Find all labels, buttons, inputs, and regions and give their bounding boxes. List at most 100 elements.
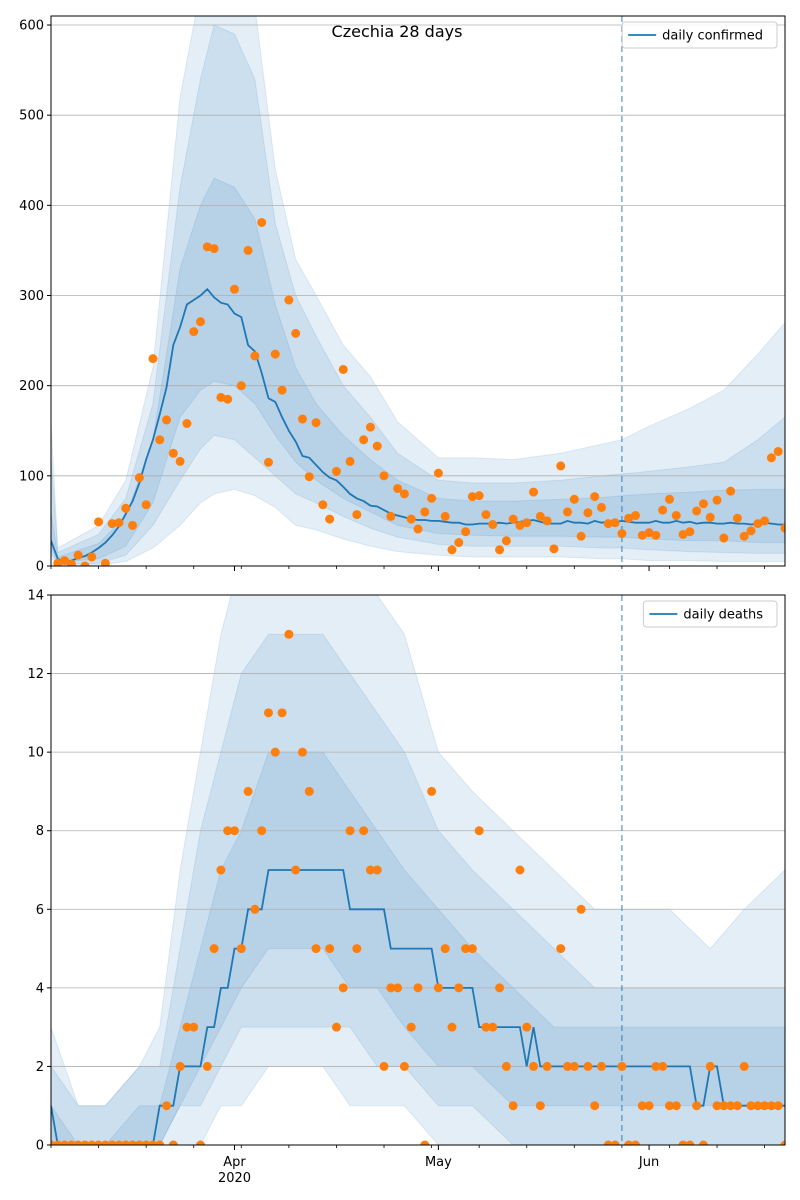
uncertainty-band xyxy=(51,633,785,1145)
data-point xyxy=(651,1061,661,1071)
data-point xyxy=(603,1140,613,1145)
data-point xyxy=(345,826,355,836)
data-point xyxy=(359,826,369,836)
data-point xyxy=(60,556,70,566)
data-point xyxy=(202,1061,212,1071)
data-point xyxy=(658,1061,668,1071)
data-point xyxy=(182,1022,192,1032)
data-point xyxy=(121,1140,131,1145)
y-tick-label: 6 xyxy=(36,903,44,918)
data-point xyxy=(719,1101,729,1111)
data-point xyxy=(583,1061,593,1071)
data-point xyxy=(263,708,273,718)
data-point xyxy=(243,245,253,255)
data-point xyxy=(263,457,273,467)
data-point xyxy=(420,1140,430,1145)
data-point xyxy=(692,1101,702,1111)
data-point xyxy=(121,503,131,513)
data-point xyxy=(454,538,464,548)
y-tick-label: 400 xyxy=(19,199,44,214)
legend-box xyxy=(642,600,778,628)
data-point xyxy=(563,507,573,517)
data-point xyxy=(250,904,260,914)
data-point xyxy=(481,1022,491,1032)
data-point xyxy=(630,511,640,521)
data-point xyxy=(66,559,76,566)
data-point xyxy=(325,944,335,954)
legend-label: daily deaths xyxy=(683,608,763,623)
data-point xyxy=(637,530,647,540)
data-point xyxy=(529,1061,539,1071)
data-point xyxy=(386,511,396,521)
data-point xyxy=(318,500,328,510)
data-point xyxy=(773,446,783,456)
data-point xyxy=(705,512,715,522)
data-point xyxy=(739,1061,749,1071)
data-point xyxy=(202,242,212,252)
data-point xyxy=(461,527,471,537)
data-point xyxy=(726,1101,736,1111)
data-point xyxy=(603,519,613,529)
data-point xyxy=(433,983,443,993)
y-tick-label: 0 xyxy=(36,1139,44,1154)
data-point xyxy=(678,529,688,539)
data-point xyxy=(80,561,90,566)
data-point xyxy=(712,495,722,505)
data-point xyxy=(556,461,566,471)
data-point xyxy=(597,502,606,512)
data-point xyxy=(481,510,491,520)
data-point xyxy=(291,328,301,338)
data-point xyxy=(277,385,287,395)
data-point xyxy=(53,1140,63,1145)
y-tick-label: 2 xyxy=(36,1060,44,1075)
data-point xyxy=(331,466,341,476)
uncertainty-band xyxy=(51,24,785,565)
data-point xyxy=(250,351,260,361)
y-tick-label: 12 xyxy=(27,667,44,682)
data-point xyxy=(372,441,382,451)
data-point xyxy=(685,1140,695,1145)
y-tick-label: 100 xyxy=(19,469,44,484)
data-point xyxy=(617,529,627,539)
data-point xyxy=(141,1140,151,1145)
confirmed-panel: 0 100 200 300 400 500 600 daily confirmed xyxy=(19,15,786,575)
data-point xyxy=(141,500,151,510)
data-point xyxy=(100,1140,110,1145)
data-point xyxy=(80,1140,90,1145)
data-point xyxy=(637,1101,647,1111)
data-point xyxy=(107,1140,117,1145)
data-point xyxy=(100,558,110,566)
data-point xyxy=(678,1140,688,1145)
data-point xyxy=(658,505,668,515)
data-point xyxy=(692,506,702,516)
data-point xyxy=(189,327,199,337)
data-point xyxy=(746,526,756,536)
data-point xyxy=(624,1140,634,1145)
data-point xyxy=(413,524,423,534)
data-point xyxy=(515,520,525,530)
data-point xyxy=(304,786,314,796)
data-point xyxy=(597,1061,606,1071)
data-point xyxy=(664,1101,674,1111)
data-point xyxy=(230,284,239,294)
data-point xyxy=(209,244,219,254)
data-point xyxy=(297,747,307,757)
data-point xyxy=(352,944,362,954)
data-point xyxy=(501,536,511,546)
data-point xyxy=(624,513,634,523)
data-point xyxy=(427,786,437,796)
legend-label: daily confirmed xyxy=(662,29,763,44)
data-point xyxy=(644,528,654,538)
figure-title: Czechia 28 days xyxy=(332,22,463,41)
data-point xyxy=(610,518,620,528)
data-point xyxy=(495,545,505,555)
axes-frame xyxy=(50,15,786,567)
plot-area xyxy=(51,595,785,1145)
data-point xyxy=(420,507,430,517)
data-point xyxy=(726,486,736,496)
data-point xyxy=(87,1140,97,1145)
data-point xyxy=(535,1101,545,1111)
data-point xyxy=(291,865,301,875)
uncertainty-band xyxy=(51,16,785,566)
